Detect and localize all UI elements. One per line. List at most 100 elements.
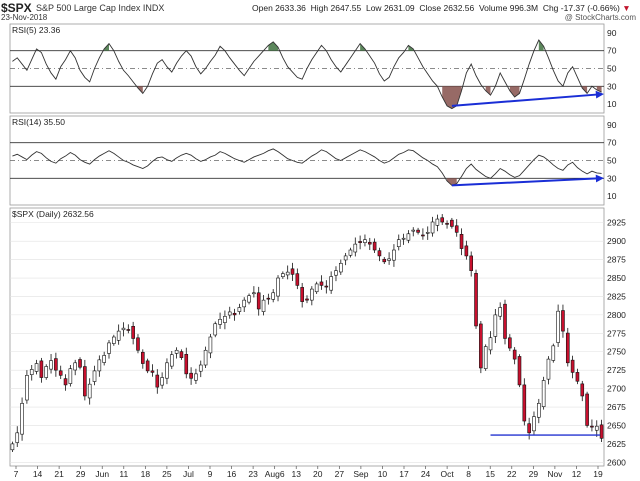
price-candle — [300, 287, 304, 302]
price-candle — [266, 297, 271, 300]
price-candle — [126, 329, 131, 331]
price-candle — [150, 370, 155, 373]
x-tick-label: 24 — [421, 469, 431, 479]
price-ytick-label: 2725 — [607, 365, 626, 375]
price-candle — [590, 425, 594, 428]
low-label: Low — [365, 3, 382, 13]
price-candle — [92, 370, 97, 382]
price-candle — [450, 219, 454, 227]
rsi5-legend: RSI(5) 23.36 — [12, 25, 60, 35]
chart-date: 23-Nov-2018 — [1, 13, 48, 22]
price-candle — [237, 307, 242, 312]
price-candle — [556, 310, 560, 343]
rsi5-divergence-arrow — [451, 93, 601, 107]
x-tick-label: 20 — [313, 469, 323, 479]
rsi14-ytick-label: 10 — [607, 191, 617, 201]
x-tick-label: 11 — [119, 469, 128, 479]
x-tick-label: 17 — [399, 469, 409, 479]
rsi5-ytick-label: 90 — [607, 28, 617, 38]
price-candle — [430, 221, 435, 234]
chg-value: -17.37 (-0.66%) — [560, 3, 620, 13]
price-candle — [599, 424, 604, 439]
price-candle — [20, 403, 24, 435]
price-candle — [305, 298, 309, 301]
price-candle — [165, 362, 169, 379]
rsi5-ytick-label: 30 — [607, 81, 617, 91]
price-candle — [112, 336, 116, 344]
price-ytick-label: 2850 — [607, 273, 626, 283]
high-value: 2647.55 — [330, 3, 362, 13]
x-tick-label: Aug6 — [265, 469, 285, 479]
price-candle — [194, 373, 198, 381]
price-candle — [73, 362, 77, 371]
rsi14-ytick-label: 90 — [607, 120, 617, 130]
price-candle — [546, 358, 551, 380]
price-candle — [561, 310, 565, 332]
price-ytick-label: 2875 — [607, 255, 626, 265]
price-candle — [493, 314, 498, 337]
volume-label: Volume — [478, 3, 508, 13]
x-tick-label: 29 — [76, 469, 86, 479]
price-candle — [392, 249, 396, 261]
price-candle — [522, 384, 527, 422]
price-candle — [179, 351, 184, 358]
rsi14-divergence-arrowhead — [595, 174, 604, 183]
price-candle — [54, 358, 58, 371]
price-candle — [585, 393, 589, 426]
price-candle — [537, 403, 541, 418]
x-tick-label: Oct — [440, 469, 454, 479]
rsi14-oversold-area — [447, 178, 457, 186]
price-candle — [367, 242, 372, 245]
low-value: 2631.09 — [383, 3, 415, 13]
close-label: Close — [419, 3, 442, 13]
price-candle — [58, 370, 63, 376]
price-candle — [174, 349, 179, 354]
rsi5-panel: 10 30 50 70 90 RSI(5) 23.36 — [9, 23, 617, 114]
price-candle — [290, 268, 295, 275]
price-candle — [15, 432, 20, 443]
price-candle — [39, 360, 44, 378]
close-value: 2632.56 — [443, 3, 475, 13]
x-tick-label: 19 — [593, 469, 603, 479]
price-candle — [435, 218, 440, 226]
price-candle — [295, 273, 300, 286]
price-candle — [213, 323, 218, 336]
price-panel: 2600 2625 2650 2675 2700 2725 2750 2775 2800 2825… — [9, 207, 626, 467]
price-candle — [469, 255, 473, 271]
price-ytick-label: 2750 — [607, 347, 626, 357]
price-candle — [68, 368, 73, 384]
rsi5-ytick-label: 50 — [607, 64, 617, 74]
price-candle — [131, 326, 135, 339]
price-candle — [339, 262, 343, 273]
price-candle — [34, 363, 39, 372]
price-ytick-label: 2900 — [607, 236, 626, 246]
x-tick-label: 18 — [141, 469, 151, 479]
price-candle — [25, 375, 29, 401]
price-candle — [570, 359, 575, 373]
price-candle — [508, 337, 512, 349]
price-candle — [227, 311, 232, 316]
price-candle — [97, 359, 102, 372]
rsi14-ytick-label: 70 — [607, 138, 617, 148]
price-candle — [189, 372, 193, 379]
price-ytick-label: 2825 — [607, 291, 626, 301]
price-candle — [382, 258, 387, 263]
price-ytick-label: 2800 — [607, 310, 626, 320]
price-candle — [517, 356, 522, 386]
x-tick-label: 12 — [572, 469, 582, 479]
chart-header: $SPX S&P 500 Large Cap Index INDX 23-Nov… — [0, 0, 640, 22]
price-candle — [44, 366, 49, 378]
price-candle — [580, 383, 585, 397]
price-candle — [242, 299, 247, 308]
open-label: Open — [252, 3, 273, 13]
price-candle — [401, 237, 406, 240]
x-tick-label: 25 — [162, 469, 172, 479]
price-candle — [281, 273, 285, 278]
x-tick-label: 27 — [335, 469, 345, 479]
price-candle — [411, 229, 416, 232]
price-candle — [503, 303, 507, 339]
price-candle — [121, 327, 126, 331]
price-candle — [276, 277, 280, 297]
ohlc-readout: Open 2633.36 High 2647.55 Low 2631.09 Cl… — [252, 3, 631, 13]
